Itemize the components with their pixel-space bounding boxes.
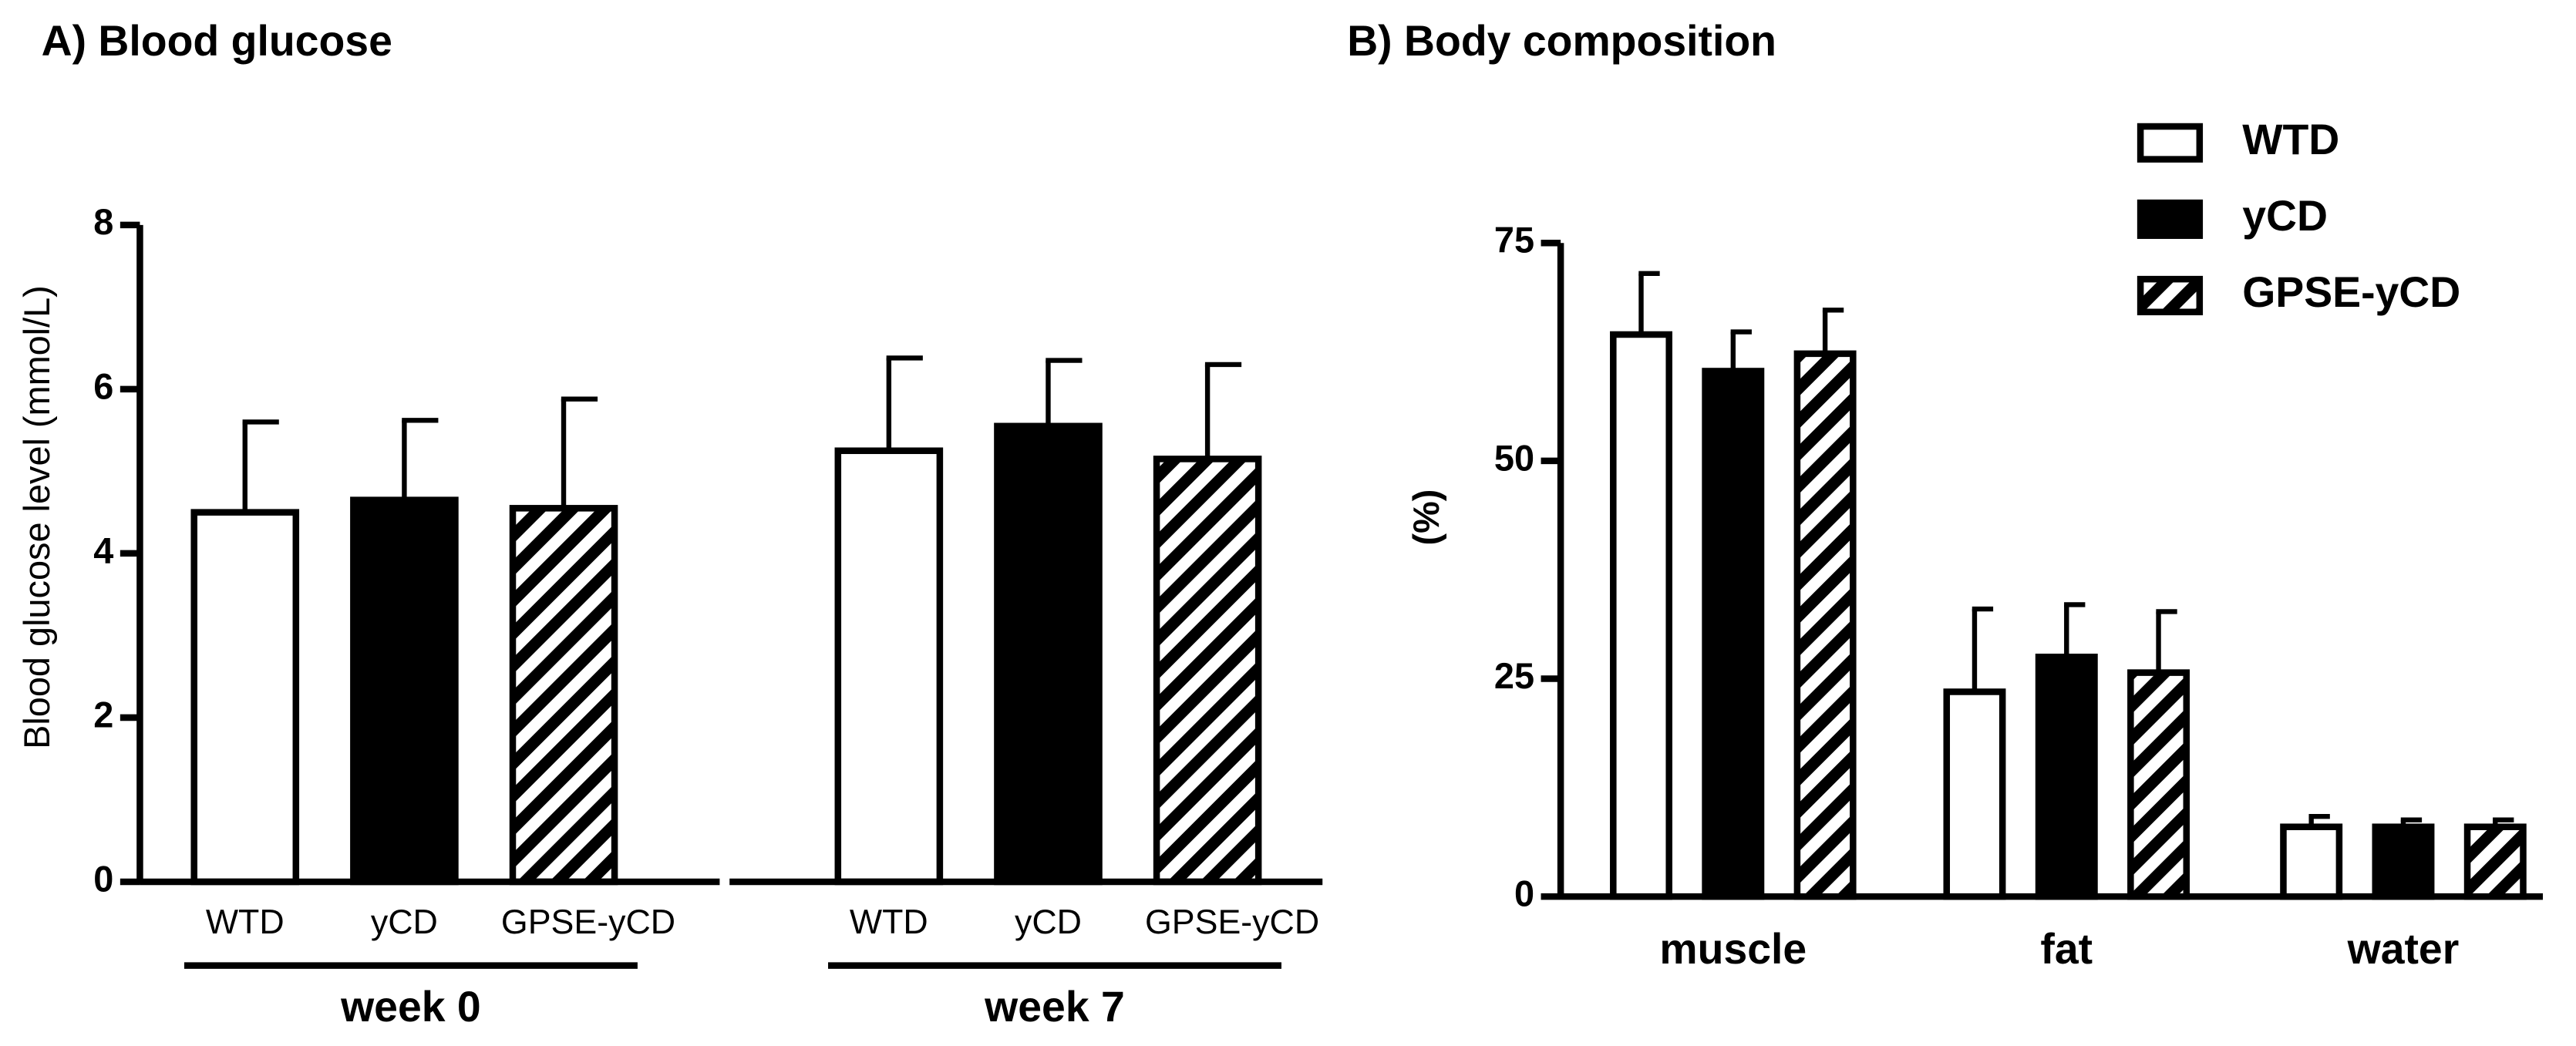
x-tick-label: yCD bbox=[371, 903, 438, 941]
bar bbox=[2035, 654, 2098, 900]
x-tick-label: WTD bbox=[206, 903, 285, 941]
bar bbox=[1793, 350, 1857, 900]
legend-swatch bbox=[2137, 123, 2204, 163]
legend-label: GPSE-yCD bbox=[2242, 268, 2460, 316]
y-tick-label: 2 bbox=[93, 695, 113, 735]
x-tick-label: muscle bbox=[1659, 925, 1807, 973]
y-tick-label: 0 bbox=[1514, 874, 1534, 914]
chart-title: A) Blood glucose bbox=[42, 17, 392, 65]
x-tick-label: WTD bbox=[850, 903, 928, 941]
bar bbox=[2372, 823, 2435, 900]
bar bbox=[1610, 331, 1672, 900]
y-tick-label: 8 bbox=[93, 202, 113, 242]
bar bbox=[1943, 688, 2006, 900]
bar bbox=[834, 447, 944, 886]
x-tick-label: GPSE-yCD bbox=[501, 903, 675, 941]
bar bbox=[2127, 669, 2190, 900]
bar bbox=[1702, 368, 1765, 900]
group-label: week 0 bbox=[340, 983, 481, 1031]
group-label: week 7 bbox=[984, 983, 1125, 1031]
y-axis-label: Blood glucose level (mmol/L) bbox=[17, 285, 57, 749]
chart-title: B) Body composition bbox=[1347, 17, 1776, 65]
x-tick-label: water bbox=[2347, 925, 2460, 973]
bar bbox=[190, 509, 300, 886]
bar bbox=[2280, 823, 2343, 900]
y-tick-label: 50 bbox=[1494, 438, 1534, 478]
y-tick-label: 6 bbox=[93, 366, 113, 406]
legend-label: yCD bbox=[2242, 192, 2328, 240]
legend-swatch bbox=[2137, 199, 2204, 239]
legend-swatch bbox=[2137, 275, 2204, 316]
bar bbox=[509, 505, 618, 886]
x-tick-label: fat bbox=[2040, 925, 2093, 973]
x-tick-label: GPSE-yCD bbox=[1145, 903, 1319, 941]
y-tick-label: 75 bbox=[1494, 220, 1534, 261]
bar bbox=[2463, 823, 2527, 900]
y-tick-label: 4 bbox=[93, 530, 113, 570]
y-axis-label: (%) bbox=[1406, 489, 1446, 546]
legend-label: WTD bbox=[2242, 116, 2339, 163]
bar bbox=[350, 496, 459, 886]
y-tick-label: 25 bbox=[1494, 656, 1534, 696]
x-tick-label: yCD bbox=[1015, 903, 1082, 941]
bar bbox=[1153, 456, 1262, 886]
bar bbox=[994, 422, 1103, 886]
y-tick-label: 0 bbox=[93, 859, 113, 899]
